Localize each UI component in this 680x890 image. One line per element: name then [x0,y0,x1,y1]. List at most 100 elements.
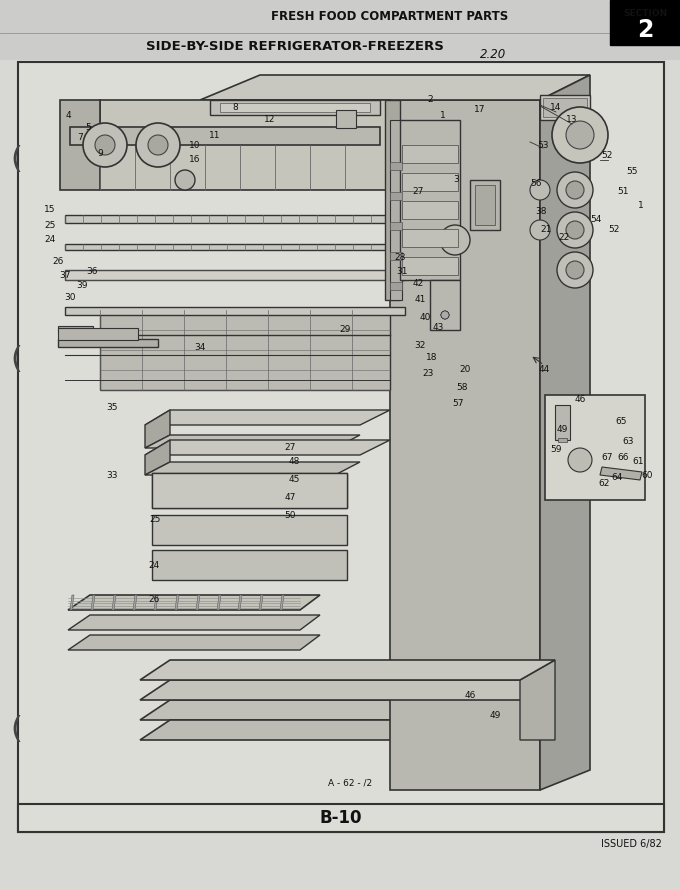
Text: 53: 53 [537,141,549,150]
Polygon shape [145,435,360,448]
Text: 46: 46 [575,395,585,404]
Bar [18,804,664,832]
Text: 28: 28 [394,254,406,263]
Circle shape [566,121,594,149]
Circle shape [136,123,180,167]
Text: 36: 36 [86,268,98,277]
Circle shape [95,135,115,155]
Text: 26: 26 [148,595,160,604]
Circle shape [175,170,195,190]
Bar [58,328,138,340]
Bar [555,405,570,440]
Bar [390,282,402,290]
Bar [400,120,460,280]
Bar [336,110,356,128]
Bar [402,229,458,247]
Bar [65,270,405,280]
Text: (: ( [10,145,22,174]
Bar [210,100,380,115]
Text: 62: 62 [598,480,610,489]
Circle shape [568,448,592,472]
Text: 67: 67 [601,454,613,463]
Polygon shape [140,680,555,700]
Bar [402,173,458,191]
Text: 51: 51 [617,188,629,197]
Polygon shape [145,410,170,448]
Polygon shape [100,310,390,390]
Polygon shape [238,595,242,610]
Polygon shape [140,720,555,740]
Bar [430,280,460,330]
Polygon shape [154,595,158,610]
Text: 31: 31 [396,268,408,277]
Text: 47: 47 [284,492,296,501]
Text: 44: 44 [539,366,549,375]
Text: 61: 61 [632,457,644,466]
Text: 30: 30 [64,294,75,303]
Text: 22: 22 [558,233,570,242]
Text: 63: 63 [622,438,634,447]
Circle shape [441,311,449,319]
Text: 29: 29 [339,326,351,335]
Text: 25: 25 [44,221,56,230]
Text: 33: 33 [106,471,118,480]
Polygon shape [145,462,360,475]
Text: SIDE-BY-SIDE REFRIGERATOR-FREEZERS: SIDE-BY-SIDE REFRIGERATOR-FREEZERS [146,41,444,53]
Circle shape [557,212,593,248]
Text: 65: 65 [615,417,627,426]
Text: 12: 12 [265,116,275,125]
Text: 57: 57 [452,399,464,408]
Text: 38: 38 [535,207,547,216]
Polygon shape [140,700,555,720]
Polygon shape [520,660,555,740]
Polygon shape [68,635,320,650]
Text: 49: 49 [490,710,500,719]
Text: 50: 50 [284,511,296,520]
Text: B-10: B-10 [320,809,362,827]
Bar [390,120,402,300]
Polygon shape [133,595,137,610]
Polygon shape [152,473,347,508]
Text: (: ( [10,716,22,745]
Polygon shape [175,595,179,610]
Text: 20: 20 [459,366,471,375]
Text: 64: 64 [611,473,623,482]
Polygon shape [145,440,170,475]
Text: 32: 32 [414,341,426,350]
Bar [152,515,347,545]
Text: 3: 3 [453,175,459,184]
Bar [558,438,567,442]
Circle shape [557,172,593,208]
Text: 15: 15 [44,206,56,214]
Text: 14: 14 [550,103,562,112]
Circle shape [83,123,127,167]
Circle shape [552,107,608,163]
Text: ISSUED 6/82: ISSUED 6/82 [601,839,662,849]
Text: 5: 5 [85,124,91,133]
Text: 24: 24 [148,561,160,570]
Polygon shape [196,595,200,610]
Text: SECTION: SECTION [623,9,667,18]
Text: 2.20: 2.20 [480,47,506,61]
Bar [390,162,402,170]
Bar [58,339,158,347]
Text: 59: 59 [550,446,562,455]
Text: 54: 54 [590,215,602,224]
Bar [65,270,405,280]
Bar [545,395,645,500]
Circle shape [566,221,584,239]
Circle shape [566,181,584,199]
Text: 46: 46 [464,691,476,700]
Circle shape [148,135,168,155]
Polygon shape [145,410,390,425]
Text: 26: 26 [52,257,64,266]
Text: 49: 49 [556,425,568,434]
Text: 24: 24 [44,236,56,245]
Text: 2: 2 [427,95,432,104]
Bar [390,252,402,260]
Polygon shape [217,595,221,610]
Text: 45: 45 [288,475,300,484]
Bar [70,127,380,145]
Text: 37: 37 [59,271,71,280]
Text: 1: 1 [440,110,446,119]
